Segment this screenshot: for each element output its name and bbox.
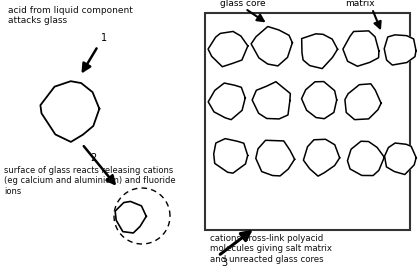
Text: glass core: glass core	[220, 0, 265, 8]
Text: cations cross-link polyacid
molecules giving salt matrix
and unreacted glass cor: cations cross-link polyacid molecules gi…	[210, 234, 332, 264]
Polygon shape	[252, 82, 291, 119]
Text: matrix: matrix	[345, 0, 375, 8]
Polygon shape	[115, 202, 146, 233]
Polygon shape	[385, 143, 416, 174]
Polygon shape	[214, 139, 248, 173]
Polygon shape	[256, 140, 295, 176]
Polygon shape	[347, 141, 384, 176]
Polygon shape	[345, 84, 381, 120]
Text: acid from liquid component
attacks glass: acid from liquid component attacks glass	[8, 6, 133, 25]
Polygon shape	[343, 31, 379, 66]
Text: 2: 2	[90, 153, 96, 163]
Polygon shape	[251, 27, 292, 66]
Polygon shape	[208, 83, 245, 120]
Polygon shape	[208, 31, 248, 67]
Text: 1: 1	[101, 33, 107, 43]
Polygon shape	[301, 81, 337, 119]
Polygon shape	[41, 81, 99, 142]
Text: surface of glass reacts releasing cations
(eg calcium and aluminium) and fluorid: surface of glass reacts releasing cation…	[4, 166, 176, 196]
Polygon shape	[303, 139, 340, 176]
Polygon shape	[384, 35, 416, 65]
Bar	[205, 13, 410, 230]
Polygon shape	[302, 34, 338, 69]
Text: 3: 3	[221, 258, 227, 268]
